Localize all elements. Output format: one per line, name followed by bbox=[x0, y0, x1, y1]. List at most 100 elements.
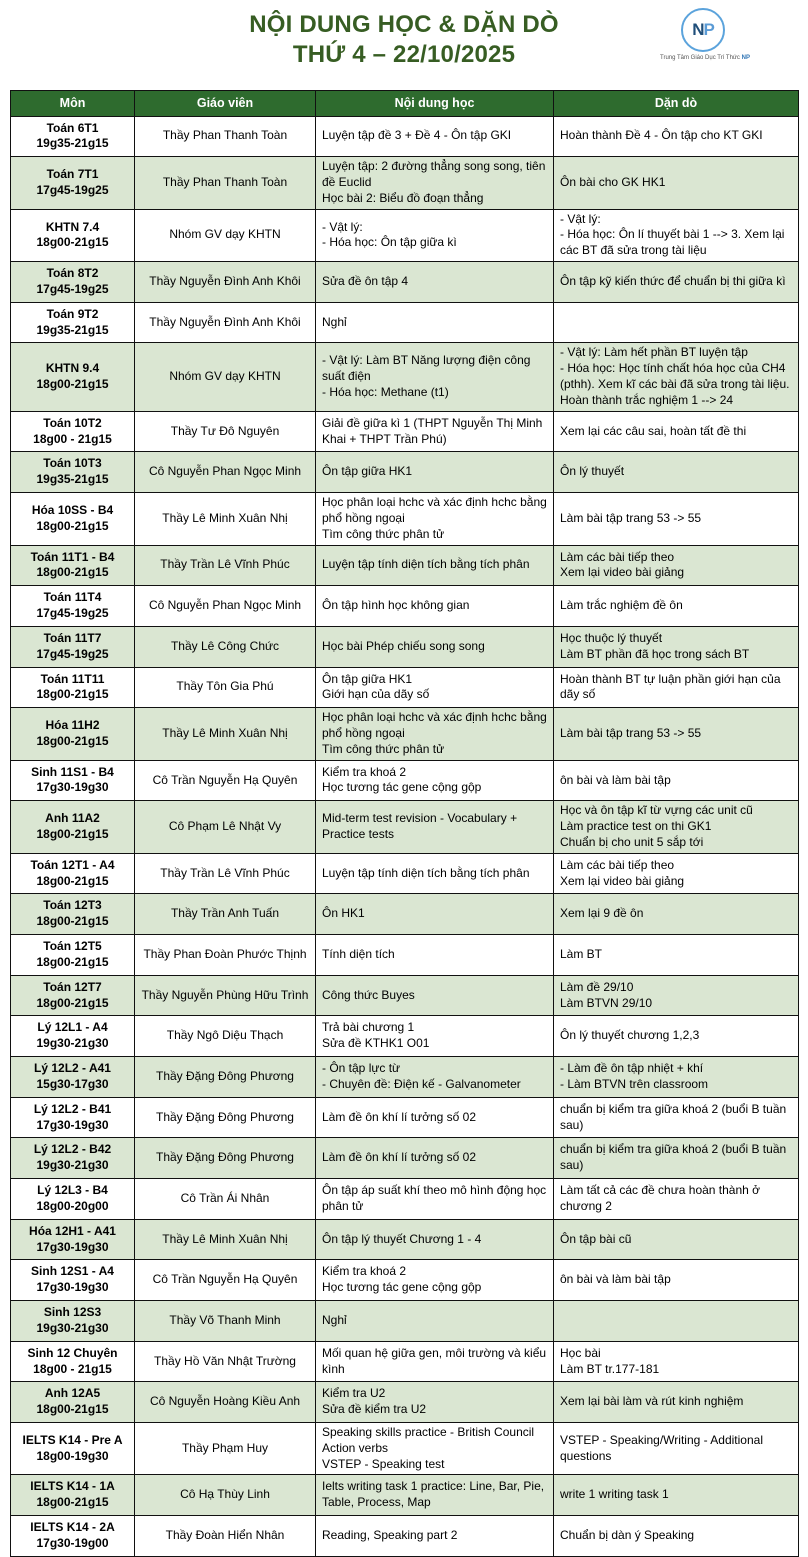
subject-cell: Hóa 11H2 18g00-21g15 bbox=[10, 707, 135, 761]
content-line: Speaking skills practice - British Counc… bbox=[322, 1424, 535, 1439]
content-line: Luyện tập tính diện tích bằng tích phân bbox=[322, 557, 530, 572]
subject-name: Toán 12T3 bbox=[43, 898, 102, 913]
subject-name: Toán 11T4 bbox=[43, 590, 102, 605]
subject-cell: Lý 12L1 - A4 19g30-21g30 bbox=[10, 1015, 135, 1058]
teacher-cell: Thầy Tôn Gia Phú bbox=[134, 666, 316, 709]
subject-time: 18g00-21g15 bbox=[36, 954, 109, 969]
notes-line: Học và ôn tập kĩ từ vựng các unit cũ bbox=[560, 803, 753, 818]
content-line: Kiểm tra khoá 2 bbox=[322, 1264, 407, 1279]
subject-time: 18g00-21g15 bbox=[36, 1495, 109, 1510]
subject-cell: Toán 6T1 19g35-21g15 bbox=[10, 115, 135, 158]
content-line: Ôn tập hình học không gian bbox=[322, 598, 470, 613]
notes-cell: Xem lại 9 đề ôn bbox=[553, 893, 799, 936]
subject-name: Toán 11T1 - B4 bbox=[30, 549, 115, 564]
subject-cell: Hóa 12H1 - A41 17g30-19g30 bbox=[10, 1218, 135, 1261]
teacher-cell: Cô Nguyễn Phan Ngọc Minh bbox=[134, 585, 316, 627]
subject-cell: Toán 9T2 19g35-21g15 bbox=[10, 301, 135, 344]
content-line: - Hóa học: Methane (t1) bbox=[322, 385, 449, 399]
content-cell: Luyện tập: 2 đường thẳng song song, tiên… bbox=[315, 156, 554, 210]
teacher-cell: Cô Phạm Lê Nhật Vy bbox=[134, 800, 316, 854]
notes-cell: Làm các bài tiếp theo Xem lại video bài g… bbox=[553, 852, 799, 895]
content-cell: Ôn HK1 bbox=[315, 893, 554, 936]
subject-time: 17g30-19g30 bbox=[36, 1117, 109, 1132]
content-line: - Ôn tập lực từ bbox=[322, 1061, 401, 1076]
content-cell: Luyện tập tính diện tích bằng tích phân bbox=[315, 852, 554, 895]
subject-cell: Sinh 12S1 - A4 17g30-19g30 bbox=[10, 1259, 135, 1302]
notes-cell: Ôn lý thuyết bbox=[553, 451, 799, 494]
teacher-cell: Thầy Tư Đô Nguyên bbox=[134, 410, 316, 453]
teacher-cell: Nhóm GV dạy KHTN bbox=[134, 208, 316, 263]
teacher-cell: Thầy Đoàn Hiển Nhân bbox=[134, 1515, 316, 1557]
subject-cell: Lý 12L3 - B4 18g00-20g00 bbox=[10, 1178, 135, 1220]
subject-cell: KHTN 7.4 18g00-21g15 bbox=[10, 208, 135, 263]
notes-line: VSTEP - Speaking/Writing - Additional qu… bbox=[560, 1432, 763, 1463]
notes-line: Làm trắc nghiệm đề ôn bbox=[560, 598, 683, 613]
content-cell: Ôn tập giữa HK1 bbox=[315, 451, 554, 494]
table-row: Toán 6T1 19g35-21g15 Thầy Phan Thanh Toà… bbox=[10, 115, 799, 158]
content-cell: - Vật lý: Làm BT Năng lượng điện công su… bbox=[315, 342, 554, 412]
content-line: Tính diện tích bbox=[322, 947, 395, 962]
notes-line: Xem lại bài làm và rút kinh nghiệm bbox=[560, 1394, 744, 1409]
content-line: Làm đề ôn khí lí tưởng số 02 bbox=[322, 1109, 476, 1124]
subject-cell: KHTN 9.4 18g00-21g15 bbox=[10, 342, 135, 412]
content-line: VSTEP - Speaking test bbox=[322, 1456, 445, 1471]
teacher-cell: Thầy Nguyễn Phùng Hữu Trình bbox=[134, 974, 316, 1017]
notes-cell: chuẩn bị kiểm tra giữa khoá 2 (buổi B tu… bbox=[553, 1137, 799, 1180]
content-line: Ôn HK1 bbox=[322, 906, 365, 921]
notes-cell bbox=[553, 301, 799, 344]
subject-time: 15g30-17g30 bbox=[36, 1076, 109, 1091]
notes-cell: ôn bài và làm bài tập bbox=[553, 1259, 799, 1302]
teacher-cell: Thầy Hồ Văn Nhật Trường bbox=[134, 1340, 316, 1383]
subject-name: Hóa 12H1 - A41 bbox=[29, 1223, 116, 1238]
teacher-cell: Thầy Đặng Đông Phương bbox=[134, 1096, 316, 1139]
content-line: Kiểm tra U2 bbox=[322, 1386, 386, 1401]
content-cell: Mối quan hệ giữa gen, môi trường và kiểu… bbox=[315, 1340, 554, 1383]
content-line: - Vật lý: bbox=[322, 219, 363, 234]
subject-time: 18g00-21g15 bbox=[36, 733, 109, 748]
subject-time: 17g30-19g00 bbox=[36, 1535, 109, 1550]
notes-line: Ôn lý thuyết chương 1,2,3 bbox=[560, 1028, 700, 1043]
notes-cell: Ôn bài cho GK HK1 bbox=[553, 156, 799, 210]
page-header: NỘI DUNG HỌC & DẶN DÒ THỨ 4 – 22/10/2025… bbox=[0, 0, 808, 90]
teacher-cell: Cô Trần Nguyễn Hạ Quyên bbox=[134, 1259, 316, 1302]
column-header-teacher: Giáo viên bbox=[134, 90, 316, 117]
table-row: Toán 11T11 18g00-21g15 Thầy Tôn Gia Phú … bbox=[10, 666, 799, 709]
notes-cell: Làm trắc nghiệm đề ôn bbox=[553, 585, 799, 627]
table-row: Toán 12T5 18g00-21g15 Thầy Phan Đoàn Phư… bbox=[10, 934, 799, 976]
subject-time: 17g45-19g25 bbox=[36, 606, 109, 621]
column-header-subject: Môn bbox=[10, 90, 135, 117]
notes-line: Làm practice test on thi GK1 bbox=[560, 819, 712, 834]
subject-time: 19g35-21g15 bbox=[36, 322, 109, 337]
subject-name: Anh 11A2 bbox=[45, 811, 100, 826]
content-cell: - Ôn tập lực từ - Chuyên đề: Điện kế - Ga… bbox=[315, 1056, 554, 1098]
table-row: Toán 7T1 17g45-19g25 Thầy Phan Thanh Toà… bbox=[10, 156, 799, 210]
subject-cell: Toán 11T4 17g45-19g25 bbox=[10, 585, 135, 627]
teacher-cell: Cô Trần Ái Nhân bbox=[134, 1178, 316, 1220]
subject-time: 19g35-21g15 bbox=[36, 472, 109, 487]
notes-cell: - Làm đề ôn tập nhiệt + khí - Làm BTVN tr… bbox=[553, 1056, 799, 1098]
table-row: Toán 8T2 17g45-19g25 Thầy Nguyễn Đình An… bbox=[10, 261, 799, 303]
subject-time: 17g45-19g25 bbox=[36, 281, 109, 296]
notes-line: Xem lại 9 đề ôn bbox=[560, 906, 644, 921]
column-header-notes: Dặn dò bbox=[553, 90, 799, 117]
subject-cell: Toán 12T1 - A4 18g00-21g15 bbox=[10, 852, 135, 895]
notes-cell: Học thuộc lý thuyết Làm BT phần đã học tr… bbox=[553, 625, 799, 668]
subject-name: Toán 10T3 bbox=[43, 456, 102, 471]
subject-name: Hóa 10SS - B4 bbox=[31, 502, 114, 517]
subject-time: 18g00-21g15 bbox=[36, 914, 109, 929]
content-cell: Luyện tập tính diện tích bằng tích phân bbox=[315, 544, 554, 587]
subject-time: 18g00-21g15 bbox=[36, 873, 109, 888]
content-line: Học tương tác gene cộng gộp bbox=[322, 780, 482, 795]
subject-name: Toán 6T1 bbox=[46, 120, 99, 135]
page-title-line1: NỘI DUNG HỌC & DẶN DÒ bbox=[249, 11, 559, 38]
subject-cell: Sinh 11S1 - B4 17g30-19g30 bbox=[10, 759, 135, 802]
subject-time: 18g00-21g15 bbox=[36, 827, 109, 842]
subject-name: IELTS K14 - Pre A bbox=[22, 1432, 123, 1447]
logo-tagline: Trung Tâm Giáo Dục Trí Thức NP bbox=[660, 55, 750, 61]
subject-time: 17g30-19g30 bbox=[36, 1239, 109, 1254]
subject-name: Lý 12L3 - B4 bbox=[37, 1183, 108, 1198]
content-cell: Kiểm tra khoá 2 Học tương tác gene cộng g… bbox=[315, 1259, 554, 1302]
table-row: IELTS K14 - 2A 17g30-19g00 Thầy Đoàn Hiể… bbox=[10, 1515, 799, 1557]
content-line: Học tương tác gene cộng gộp bbox=[322, 1280, 482, 1295]
subject-cell: Lý 12L2 - B42 19g30-21g30 bbox=[10, 1137, 135, 1180]
